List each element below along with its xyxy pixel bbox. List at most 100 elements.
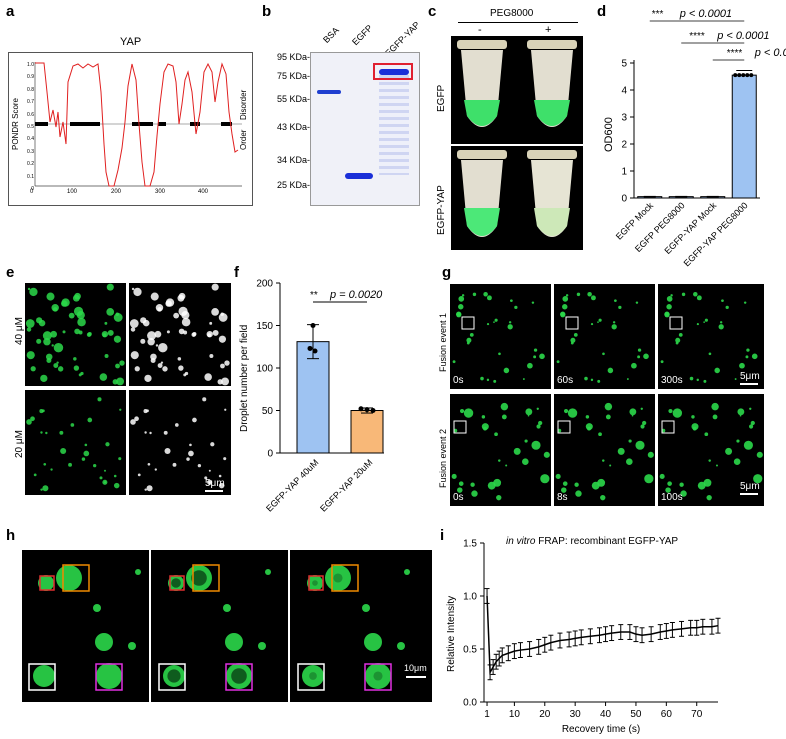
droplet: [57, 366, 64, 372]
d-sig-p: p < 0.0001: [754, 47, 786, 59]
i-ytick-label: 0.5: [463, 645, 477, 656]
d-sig-p: p < 0.0001: [716, 30, 769, 42]
droplet: [144, 488, 147, 491]
droplet: [584, 376, 588, 381]
droplet: [128, 642, 136, 650]
droplet: [183, 330, 188, 335]
droplet: [146, 485, 153, 492]
droplet: [691, 423, 699, 431]
droplet: [212, 329, 219, 336]
droplet: [609, 464, 612, 467]
droplet: [539, 353, 545, 360]
frap-roi-box: [331, 564, 359, 592]
droplet: [93, 604, 101, 612]
i-xlabel: Recovery time (s): [562, 724, 640, 735]
droplet: [33, 473, 37, 477]
droplet: [178, 328, 185, 335]
droplet: [104, 353, 109, 358]
droplet: [493, 379, 497, 383]
droplet: [498, 459, 501, 462]
droplet: [631, 414, 634, 417]
droplet: [585, 423, 593, 431]
droplet: [43, 462, 47, 466]
droplet: [115, 363, 120, 369]
droplet: [574, 482, 579, 487]
droplet: [751, 353, 758, 360]
gel-smear-egfp-yap: [379, 75, 409, 175]
droplet: [703, 478, 712, 487]
droplet: [665, 487, 671, 493]
droplet: [739, 414, 742, 417]
droplet: [106, 308, 115, 316]
pondr-xtick: 400: [198, 189, 209, 195]
droplet: [150, 357, 156, 363]
pondr-yticks: 1.0 0.9 0.8 0.7 0.6 0.5 0.4 0.3 0.2 0.1 …: [18, 59, 34, 195]
droplet: [140, 338, 146, 344]
droplet: [531, 440, 541, 450]
droplet: [508, 321, 512, 324]
droplet: [631, 362, 637, 369]
droplet: [131, 287, 135, 291]
droplet: [224, 360, 230, 366]
panel-e-scalebar: [205, 490, 223, 492]
g-scalebar-label-1: 5μm: [740, 371, 760, 382]
d-data-point: [745, 73, 750, 78]
panel-label-a: a: [6, 3, 15, 20]
droplet: [743, 440, 753, 450]
droplet: [667, 481, 672, 486]
droplet: [209, 321, 213, 325]
droplet: [189, 443, 192, 447]
droplet: [466, 337, 472, 343]
droplet: [611, 324, 617, 330]
gel-band-egfp-yap: [379, 69, 409, 75]
droplet: [258, 642, 266, 650]
droplet: [483, 291, 488, 297]
f-bar: [296, 341, 330, 454]
d-ytick-label: 0: [621, 194, 627, 205]
g-time-2-1: 8s: [557, 492, 568, 503]
droplet: [736, 439, 740, 443]
droplet: [635, 440, 645, 450]
droplet: [101, 331, 109, 338]
i-ytick-label: 1.0: [463, 592, 477, 603]
droplet: [637, 348, 642, 352]
droplet: [597, 321, 599, 323]
peg-plus: +: [545, 24, 552, 36]
droplet: [53, 363, 59, 368]
gel-image: [310, 52, 420, 206]
i-ytick-label: 0.0: [463, 698, 477, 709]
droplet: [494, 318, 498, 322]
droplet: [150, 292, 159, 301]
droplet: [59, 430, 64, 435]
droplet: [39, 409, 44, 414]
droplet: [734, 378, 737, 381]
droplet: [164, 447, 171, 455]
droplet: [30, 416, 35, 422]
f-data-point: [310, 323, 316, 328]
droplet: [27, 287, 31, 291]
i-xtick-label: 70: [691, 709, 703, 720]
droplet: [220, 312, 224, 316]
droplet: [562, 304, 568, 310]
droplet: [563, 408, 569, 414]
droplet: [50, 468, 53, 471]
chart-i-title-rest: FRAP: recombinant EGFP-YAP: [535, 536, 679, 547]
h-scalebar-label: 10μm: [404, 663, 427, 673]
droplet: [573, 333, 578, 337]
e-green-20: [25, 390, 126, 495]
droplet: [470, 482, 475, 487]
droplet: [105, 442, 110, 447]
panel-g-row2-label: Fusion event 2: [438, 428, 448, 488]
droplet: [61, 298, 70, 307]
droplet: [514, 305, 518, 310]
f-data-point: [370, 408, 376, 413]
d-sig-stars: ****: [727, 48, 743, 59]
droplet: [99, 373, 108, 381]
droplet: [498, 352, 501, 356]
frap-roi-box: [364, 663, 392, 691]
droplet: [693, 291, 698, 297]
droplet: [129, 319, 139, 328]
d-category-label: EGFP-YAP PEG8000: [682, 200, 750, 268]
droplet: [116, 377, 125, 386]
droplet: [397, 642, 405, 650]
